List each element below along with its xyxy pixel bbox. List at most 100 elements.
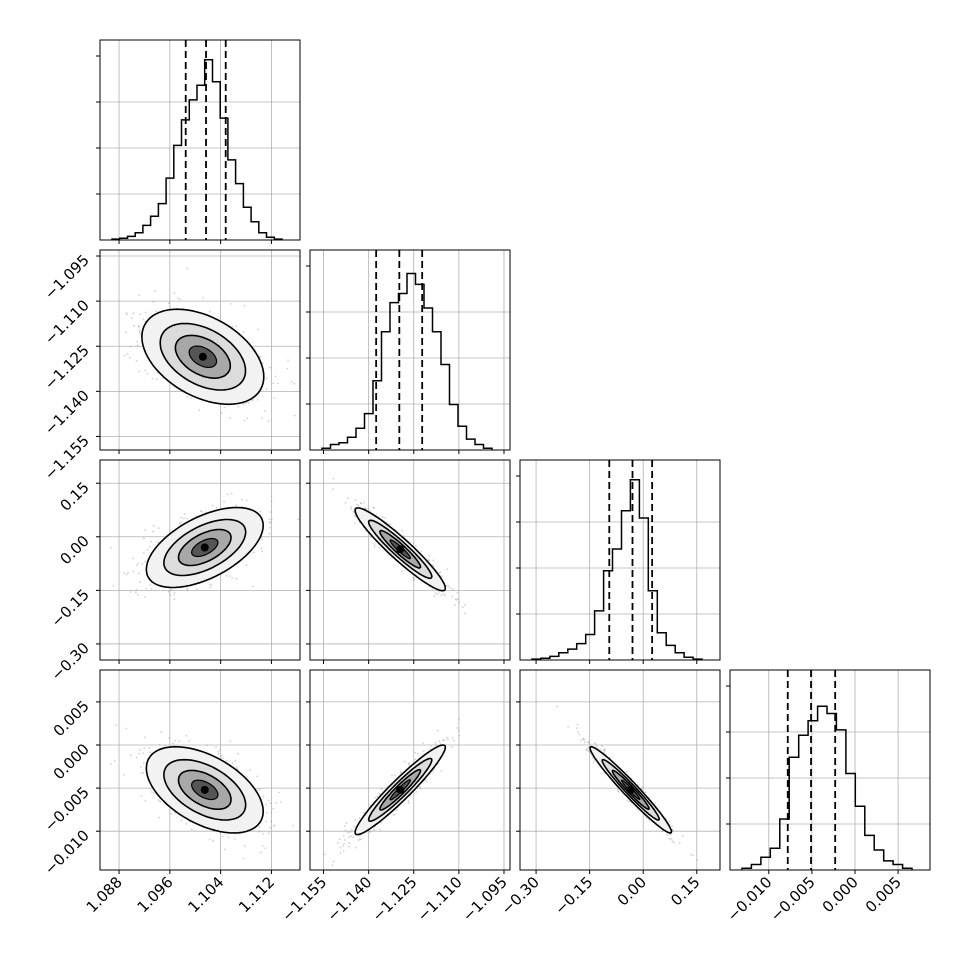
sample-point [434, 592, 437, 595]
sample-point [155, 310, 158, 313]
sample-point [261, 550, 263, 553]
sample-point [233, 838, 236, 840]
sample-point [262, 795, 265, 798]
sample-point [208, 583, 211, 586]
sample-point [378, 792, 381, 795]
y-tick-label: 0.000 [50, 740, 93, 783]
sample-point [149, 751, 151, 753]
sample-point [135, 359, 138, 362]
sample-point [247, 401, 250, 404]
sample-point [269, 826, 271, 829]
sample-point [221, 835, 224, 838]
sample-point [422, 742, 425, 745]
sample-point [146, 548, 149, 551]
sample-point [186, 589, 189, 592]
sample-point [164, 744, 166, 747]
sample-point [373, 543, 376, 546]
sample-point [626, 799, 629, 802]
sample-point [139, 748, 142, 751]
sample-point [363, 811, 365, 814]
sample-point [136, 340, 139, 343]
sample-point [458, 601, 460, 604]
sample-point [602, 749, 605, 752]
sample-point [268, 521, 271, 524]
sample-point [219, 748, 221, 751]
sample-point [337, 842, 339, 844]
sample-point [234, 759, 237, 762]
sample-point [412, 542, 415, 545]
sample-point [258, 830, 261, 833]
sample-point [224, 848, 226, 851]
sample-point [180, 521, 183, 523]
sample-point [157, 541, 159, 544]
sample-point [159, 800, 162, 803]
sample-point [185, 734, 188, 737]
sample-point [198, 409, 201, 412]
sample-point [223, 500, 225, 503]
panel-2-1 [310, 460, 510, 660]
sample-point [440, 769, 443, 772]
sample-point [671, 840, 674, 842]
sample-point [135, 564, 138, 566]
x-tick-label: 1.112 [235, 873, 278, 916]
sample-point [352, 510, 355, 513]
sample-point [170, 588, 173, 591]
sample-point [275, 801, 278, 804]
sample-point [209, 586, 212, 589]
sample-point [176, 297, 179, 300]
sample-point [223, 406, 226, 409]
panel-frame [309, 249, 511, 451]
sample-point [447, 585, 450, 587]
sample-point [235, 504, 237, 507]
sample-point [210, 584, 213, 587]
sample-point [343, 839, 346, 841]
sample-point [149, 546, 151, 548]
sample-point [456, 591, 459, 594]
y-tick-label: −1.140 [41, 386, 93, 438]
sample-point [173, 591, 176, 594]
sample-point [252, 551, 255, 554]
sample-point [243, 419, 246, 422]
sample-point [129, 345, 132, 348]
sample-point [273, 824, 276, 827]
panel-3-2 [520, 670, 720, 870]
sample-point [399, 771, 402, 774]
sample-point [142, 551, 145, 554]
sample-point [373, 796, 376, 799]
y-tick-label: 0.005 [50, 697, 93, 740]
sample-point [169, 307, 172, 310]
x-tick-label: −1.125 [369, 873, 421, 925]
sample-point [332, 477, 335, 480]
sample-point [273, 397, 276, 399]
sample-point [454, 604, 456, 606]
x-tick-label: 1.088 [83, 873, 126, 916]
sample-point [158, 816, 161, 819]
sample-point [691, 854, 694, 857]
sample-point [259, 356, 261, 358]
sample-point [357, 504, 360, 507]
sample-point [352, 836, 354, 838]
sample-point [603, 751, 605, 754]
sample-point [138, 326, 141, 328]
sample-point [170, 812, 173, 815]
sample-point [138, 294, 141, 297]
x-tick-label: 0.00 [614, 873, 650, 909]
sample-point [212, 839, 215, 842]
sample-point [144, 596, 146, 598]
sample-point [384, 516, 387, 519]
sample-point [261, 539, 264, 541]
sample-point [404, 760, 406, 763]
sample-point [408, 762, 411, 764]
sample-point [458, 718, 460, 721]
sample-point [231, 577, 234, 579]
sample-point [451, 595, 453, 598]
sample-point [357, 839, 360, 841]
sample-point [130, 754, 133, 757]
panel-0-0 [100, 40, 300, 240]
sample-point [407, 801, 410, 804]
sample-point [237, 406, 240, 408]
sample-point [670, 837, 673, 840]
sample-point [127, 572, 129, 574]
sample-point [144, 800, 147, 802]
sample-point [225, 574, 228, 577]
